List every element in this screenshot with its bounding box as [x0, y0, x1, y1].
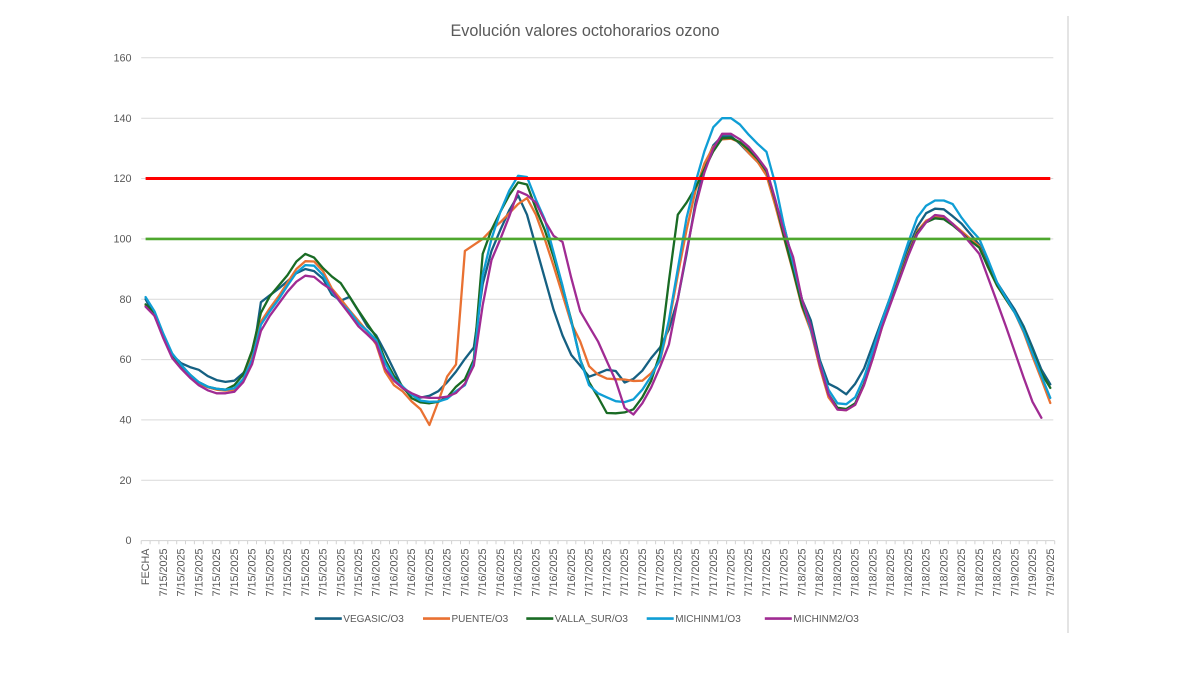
svg-text:7/17/2025: 7/17/2025 [619, 549, 631, 597]
svg-text:7/17/2025: 7/17/2025 [601, 549, 613, 597]
svg-text:7/17/2025: 7/17/2025 [708, 549, 720, 597]
svg-text:7/16/2025: 7/16/2025 [477, 549, 489, 597]
svg-text:7/18/2025: 7/18/2025 [938, 549, 950, 597]
svg-text:7/16/2025: 7/16/2025 [406, 549, 418, 597]
svg-text:20: 20 [119, 475, 131, 487]
svg-text:7/15/2025: 7/15/2025 [300, 549, 312, 597]
svg-text:7/17/2025: 7/17/2025 [584, 549, 596, 597]
svg-text:7/16/2025: 7/16/2025 [389, 549, 401, 597]
svg-text:7/18/2025: 7/18/2025 [814, 549, 826, 597]
svg-text:7/18/2025: 7/18/2025 [956, 549, 968, 597]
svg-text:7/15/2025: 7/15/2025 [247, 549, 259, 597]
svg-text:7/16/2025: 7/16/2025 [566, 549, 578, 597]
svg-text:7/17/2025: 7/17/2025 [637, 549, 649, 597]
svg-text:7/15/2025: 7/15/2025 [353, 549, 365, 597]
svg-text:7/16/2025: 7/16/2025 [424, 549, 436, 597]
svg-text:7/17/2025: 7/17/2025 [761, 549, 773, 597]
svg-text:7/15/2025: 7/15/2025 [193, 549, 205, 597]
svg-text:40: 40 [119, 415, 131, 427]
svg-text:7/15/2025: 7/15/2025 [211, 549, 223, 597]
svg-text:7/17/2025: 7/17/2025 [779, 549, 791, 597]
svg-text:7/15/2025: 7/15/2025 [176, 549, 188, 597]
svg-text:7/19/2025: 7/19/2025 [1027, 549, 1039, 597]
svg-text:VALLA_SUR/O3: VALLA_SUR/O3 [555, 614, 629, 625]
svg-text:Evolución valores octohorarios: Evolución valores octohorarios ozono [450, 22, 719, 40]
svg-text:MICHINM1/O3: MICHINM1/O3 [675, 614, 741, 625]
svg-text:7/15/2025: 7/15/2025 [282, 549, 294, 597]
svg-text:PUENTE/O3: PUENTE/O3 [452, 614, 509, 625]
svg-text:VEGASIC/O3: VEGASIC/O3 [343, 614, 404, 625]
svg-text:7/19/2025: 7/19/2025 [1009, 549, 1021, 597]
svg-text:7/18/2025: 7/18/2025 [796, 549, 808, 597]
svg-text:7/17/2025: 7/17/2025 [672, 549, 684, 597]
svg-text:7/16/2025: 7/16/2025 [530, 549, 542, 597]
svg-text:7/18/2025: 7/18/2025 [974, 549, 986, 597]
svg-text:7/16/2025: 7/16/2025 [459, 549, 471, 597]
svg-text:7/15/2025: 7/15/2025 [335, 549, 347, 597]
svg-text:7/18/2025: 7/18/2025 [921, 549, 933, 597]
svg-text:7/18/2025: 7/18/2025 [992, 549, 1004, 597]
svg-text:FECHA: FECHA [140, 548, 152, 585]
svg-text:7/15/2025: 7/15/2025 [229, 549, 241, 597]
svg-text:7/16/2025: 7/16/2025 [548, 549, 560, 597]
svg-text:7/15/2025: 7/15/2025 [158, 549, 170, 597]
svg-text:7/16/2025: 7/16/2025 [442, 549, 454, 597]
svg-text:60: 60 [119, 354, 131, 366]
svg-text:7/18/2025: 7/18/2025 [903, 549, 915, 597]
svg-text:0: 0 [125, 535, 131, 547]
svg-text:7/18/2025: 7/18/2025 [832, 549, 844, 597]
svg-text:7/17/2025: 7/17/2025 [726, 549, 738, 597]
svg-text:7/16/2025: 7/16/2025 [371, 549, 383, 597]
svg-text:160: 160 [113, 52, 131, 64]
svg-text:7/15/2025: 7/15/2025 [264, 549, 276, 597]
svg-text:7/16/2025: 7/16/2025 [513, 549, 525, 597]
svg-text:140: 140 [113, 113, 131, 125]
svg-text:MICHINM2/O3: MICHINM2/O3 [793, 614, 859, 625]
svg-text:7/17/2025: 7/17/2025 [743, 549, 755, 597]
svg-text:80: 80 [119, 294, 131, 306]
svg-text:7/17/2025: 7/17/2025 [655, 549, 667, 597]
svg-text:7/16/2025: 7/16/2025 [495, 549, 507, 597]
svg-text:7/18/2025: 7/18/2025 [867, 549, 879, 597]
svg-text:7/15/2025: 7/15/2025 [318, 549, 330, 597]
svg-text:7/18/2025: 7/18/2025 [850, 549, 862, 597]
svg-text:7/19/2025: 7/19/2025 [1045, 549, 1057, 597]
svg-text:7/17/2025: 7/17/2025 [690, 549, 702, 597]
svg-text:7/18/2025: 7/18/2025 [885, 549, 897, 597]
svg-text:120: 120 [113, 173, 131, 185]
svg-text:100: 100 [113, 234, 131, 246]
